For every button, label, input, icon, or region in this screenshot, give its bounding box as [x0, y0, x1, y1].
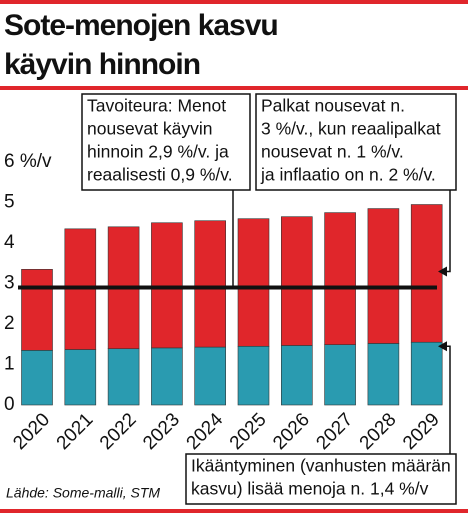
x-tick-label: 2024	[183, 409, 228, 454]
x-tick-label: 2028	[356, 409, 401, 454]
x-tick-label: 2023	[139, 409, 184, 454]
x-tick-label: 2027	[312, 409, 357, 454]
bar-segment	[194, 220, 226, 348]
y-tick-label: 5	[4, 192, 15, 213]
source: Lähde: Some-malli, STM	[6, 485, 160, 501]
annotation-box	[185, 453, 457, 505]
y-tick-label: 6 %/v	[4, 151, 52, 172]
y-tick-label: 3	[4, 273, 15, 294]
annotation-text: ja inflaatio on n. 2 %/v.	[260, 165, 436, 185]
annotation-text: Palkat nousevat n.	[261, 96, 405, 116]
annotation-text: Tavoiteura: Menot	[87, 96, 226, 116]
annotation-text: kasvu) lisää menoja n. 1,4 %/v	[191, 479, 429, 499]
bar-segment	[410, 204, 443, 343]
bar-segment	[324, 212, 356, 345]
y-tick-label: 0	[4, 394, 15, 415]
arrow-head	[438, 266, 447, 277]
arrow-head	[438, 341, 447, 352]
bar-segment	[237, 345, 270, 406]
bottom-rule	[0, 509, 468, 513]
bar-segment	[237, 218, 270, 347]
title-rule	[0, 86, 468, 90]
bar-segment	[367, 343, 400, 406]
annotation-text: hinnoin 2,9 %/v. ja	[87, 142, 229, 162]
x-tick-label: 2022	[96, 409, 141, 454]
pointer	[446, 345, 451, 454]
bar-segment	[64, 349, 97, 406]
annotation-text: nousevat käyvin	[87, 119, 213, 139]
pointer	[446, 190, 451, 273]
x-tick-label: 2026	[269, 409, 314, 454]
annotation-text: Ikääntyminen (vanhusten määrän	[191, 456, 451, 476]
x-tick-label: 2021	[53, 409, 98, 454]
x-tick-label: 2020	[9, 409, 54, 454]
bar-segment	[21, 350, 53, 406]
bar-segment	[151, 347, 183, 406]
y-tick-label: 1	[4, 354, 15, 375]
bar-segment	[367, 208, 400, 344]
title-line: käyvin hinnoin	[4, 48, 200, 81]
annotation-box	[255, 93, 457, 191]
bar-segment	[324, 344, 356, 406]
top-rule	[0, 0, 468, 4]
annotation-text: nousevat n. 1 %/v.	[261, 142, 404, 162]
bar-segment	[151, 222, 183, 349]
y-tick-label: 2	[4, 313, 15, 334]
annotation-text: reaalisesti 0,9 %/v.	[87, 165, 233, 185]
title-line: Sote-menojen kasvu	[4, 9, 278, 42]
bar-segment	[107, 348, 140, 406]
annotation-box	[81, 93, 251, 191]
bar-segment	[280, 345, 313, 406]
bar-segment	[410, 341, 443, 406]
x-tick-label: 2025	[226, 409, 271, 454]
y-tick-label: 4	[4, 232, 15, 253]
bar-segment	[280, 216, 313, 346]
x-tick-label: 2029	[399, 409, 444, 454]
bar-segment	[21, 269, 53, 351]
annotation-text: 3 %/v., kun reaalipalkat	[261, 119, 441, 139]
bar-segment	[194, 346, 226, 406]
